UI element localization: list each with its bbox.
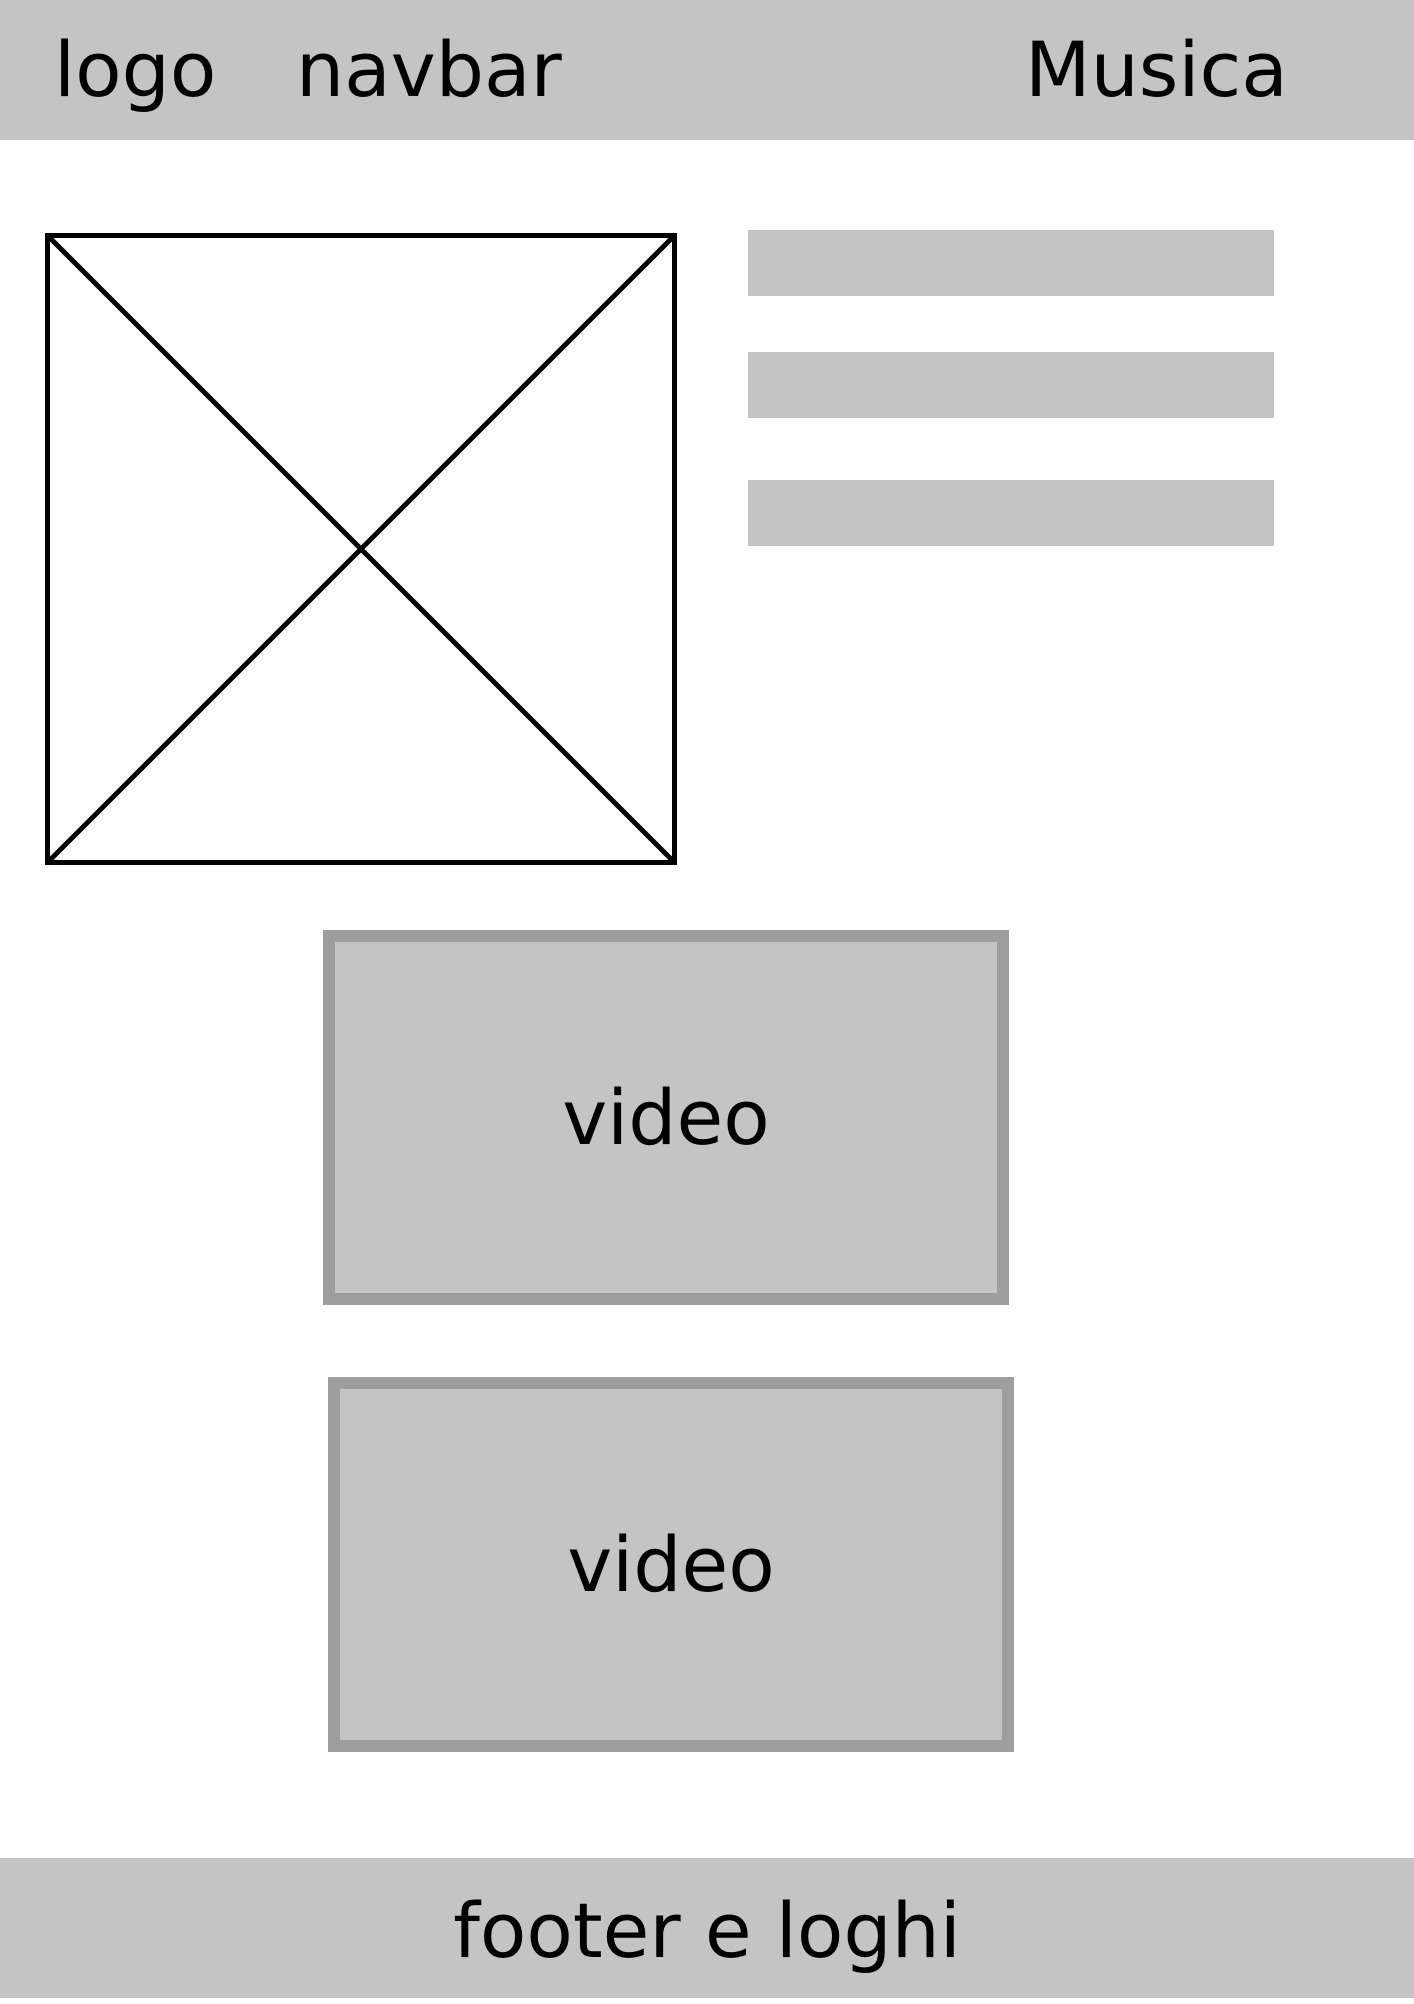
text-line-placeholder-3 (748, 480, 1274, 546)
footer-bar: footer e loghi (0, 1858, 1414, 1998)
video-label: video (567, 1519, 775, 1609)
nav-link-musica[interactable]: Musica (1025, 25, 1288, 114)
video-label: video (562, 1072, 770, 1162)
logo-placeholder[interactable]: logo (54, 25, 217, 114)
video-placeholder-2[interactable]: video (328, 1377, 1014, 1752)
text-line-placeholder-1 (748, 230, 1274, 296)
header-bar: logo navbar Musica (0, 0, 1414, 140)
text-line-placeholder-2 (748, 352, 1274, 418)
navbar-placeholder[interactable]: navbar (296, 25, 562, 114)
image-placeholder-cross-icon (45, 233, 677, 865)
video-placeholder-1[interactable]: video (323, 930, 1009, 1305)
footer-label: footer e loghi (453, 1886, 961, 1975)
image-placeholder (45, 233, 677, 865)
